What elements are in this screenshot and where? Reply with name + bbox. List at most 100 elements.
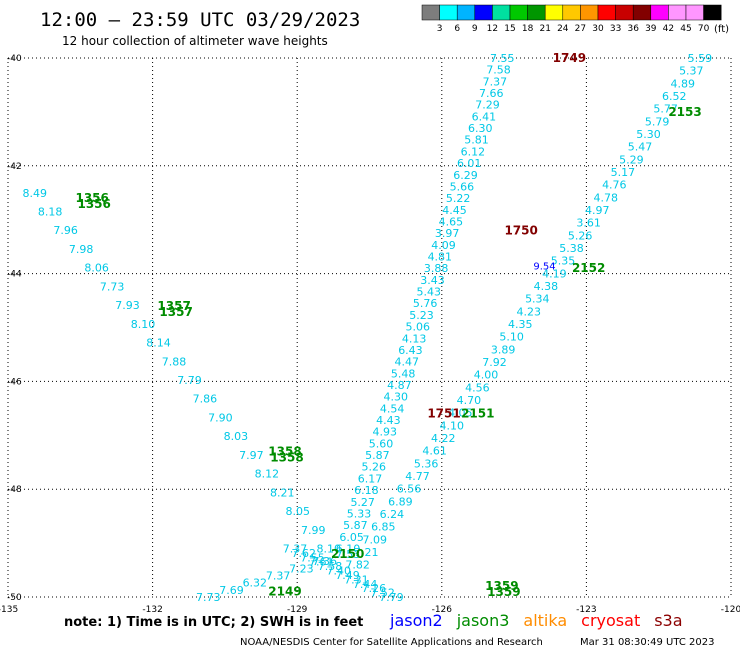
swh-value-label: 4.45 — [442, 204, 467, 217]
swh-value-label: 4.47 — [395, 356, 420, 369]
colorbar-swatch — [527, 4, 546, 21]
swh-value-label: 6.10 — [336, 542, 361, 555]
swh-value-label: 4.35 — [508, 318, 532, 331]
pass-time-label: 2150 — [331, 547, 364, 561]
swh-value-label: 3.97 — [435, 227, 460, 240]
swh-value-label: 4.89 — [671, 77, 696, 90]
swh-value-label: 4.13 — [402, 332, 427, 345]
swh-value-label: 4.22 — [431, 432, 456, 445]
colorbar-unit: (ft) — [714, 24, 729, 35]
colorbar-swatch — [632, 4, 652, 21]
swh-value-label: 7.40 — [327, 565, 352, 578]
swh-value-label: 7.23 — [289, 562, 314, 575]
pass-time-label-shadow: 1357 — [159, 305, 192, 319]
colorbar-level-label: 27 — [575, 24, 586, 34]
colorbar-swatch — [685, 4, 704, 21]
swh-value-label: 4.81 — [428, 251, 453, 264]
swh-value-label: 7.52 — [370, 587, 395, 600]
swh-value-label: 7.66 — [479, 87, 504, 100]
y-tick-label: -40 — [7, 54, 22, 64]
swh-value-label: 7.98 — [69, 243, 94, 256]
swh-value-label: 5.66 — [450, 180, 475, 193]
colorbar-level-label: 21 — [539, 24, 550, 34]
y-tick-label: -46 — [7, 377, 22, 387]
swh-value-label: 5.17 — [611, 166, 636, 179]
swh-highlight-label: 9.54 — [533, 262, 555, 273]
swh-value-label: 4.87 — [387, 379, 412, 392]
colorbar-level-label: 30 — [592, 24, 604, 34]
swh-value-label: 4.19 — [542, 267, 567, 280]
swh-value-label: 7.55 — [490, 52, 515, 65]
swh-value-label: 6.29 — [453, 169, 478, 182]
swh-value-label: 4.38 — [534, 280, 559, 293]
swh-value-label: 7.73 — [100, 280, 125, 293]
swh-value-label: 7.44 — [353, 578, 378, 591]
swh-value-label: 6.17 — [358, 472, 383, 485]
colorbar-level-label: 15 — [504, 24, 515, 34]
swh-value-label: 5.87 — [365, 449, 390, 462]
swh-value-label: 7.82 — [345, 559, 370, 572]
colorbar-swatch — [597, 4, 616, 21]
swh-value-label: 6.41 — [472, 110, 497, 123]
swh-value-label: 5.29 — [619, 153, 644, 166]
swh-value-label: 4.56 — [465, 381, 490, 394]
swh-value-label: 7.79 — [177, 374, 202, 387]
swh-value-label: 5.37 — [679, 65, 704, 78]
swh-value-label: 7.21 — [354, 546, 379, 559]
highlight-values: 9.54 — [533, 262, 555, 273]
pass-time-label-shadow: 1358 — [270, 450, 303, 464]
swh-value-label: 7.97 — [239, 449, 264, 462]
colorbar-level-label: 45 — [680, 24, 691, 34]
colorbar-level-label: 9 — [472, 24, 478, 34]
swh-value-label: 4.65 — [439, 215, 464, 228]
swh-value-label: 4.23 — [517, 305, 542, 318]
swh-value-label: 8.10 — [131, 318, 156, 331]
credit-line: NOAA/NESDIS Center for Satellite Applica… — [240, 637, 543, 648]
swh-value-label: 6.18 — [354, 484, 379, 497]
colorbar-swatch — [615, 4, 634, 21]
swh-value-label: 4.10 — [440, 419, 465, 432]
pass-time-label: 2151 — [461, 407, 494, 421]
swh-value-label: 4.76 — [602, 179, 627, 192]
colorbar-level-label: 12 — [487, 24, 498, 34]
colorbar-swatch — [562, 4, 581, 21]
swh-value-label: 5.48 — [391, 367, 416, 380]
swh-value-label: 7.62 — [292, 547, 317, 560]
swh-value-label: 5.23 — [409, 309, 434, 322]
swh-value-label: 6.56 — [397, 483, 422, 496]
swh-value-label: 5.34 — [525, 293, 550, 306]
colorbar-swatch — [668, 4, 687, 21]
track-1749: 6.106.055.875.335.276.186.175.265.875.60… — [336, 52, 515, 555]
legend-s3a: s3a — [654, 611, 682, 630]
pass-time-label: 1750 — [504, 223, 537, 237]
swh-value-label: 8.18 — [38, 205, 63, 218]
swh-value-label: 6.52 — [662, 90, 687, 103]
swh-value-label: 8.06 — [84, 262, 109, 275]
swh-value-label: 7.90 — [208, 411, 233, 424]
swh-value-label: 4.30 — [384, 391, 409, 404]
y-tick-label: -42 — [7, 162, 22, 172]
colorbar-level-label: 33 — [610, 24, 621, 34]
swh-value-label: 5.35 — [551, 255, 576, 268]
x-tick-label: -129 — [287, 605, 308, 615]
swh-value-label: 7.69 — [219, 584, 244, 597]
swh-value-label: 5.26 — [568, 229, 593, 242]
swh-value-label: 5.60 — [369, 437, 394, 450]
swh-value-label: 5.27 — [350, 496, 375, 509]
footnote: note: 1) Time is in UTC; 2) SWH is in fe… — [64, 615, 363, 630]
pass-time-label-shadow: 1356 — [77, 197, 110, 211]
colorbar-swatch — [650, 4, 669, 21]
swh-value-label: 3.89 — [491, 343, 516, 356]
swh-value-label: 7.31 — [344, 573, 369, 586]
colorbar-swatch — [474, 4, 493, 21]
legend-cryosat: cryosat — [581, 611, 640, 630]
track-1359: 7.377.627.557.617.587.407.497.317.447.26… — [283, 542, 404, 604]
swh-value-label: 5.47 — [628, 141, 653, 154]
colorbar-level-label: 6 — [454, 24, 460, 34]
swh-value-label: 6.01 — [457, 157, 482, 170]
x-tick-label: -135 — [0, 605, 18, 615]
pass-time-label: 1359 — [485, 579, 518, 593]
